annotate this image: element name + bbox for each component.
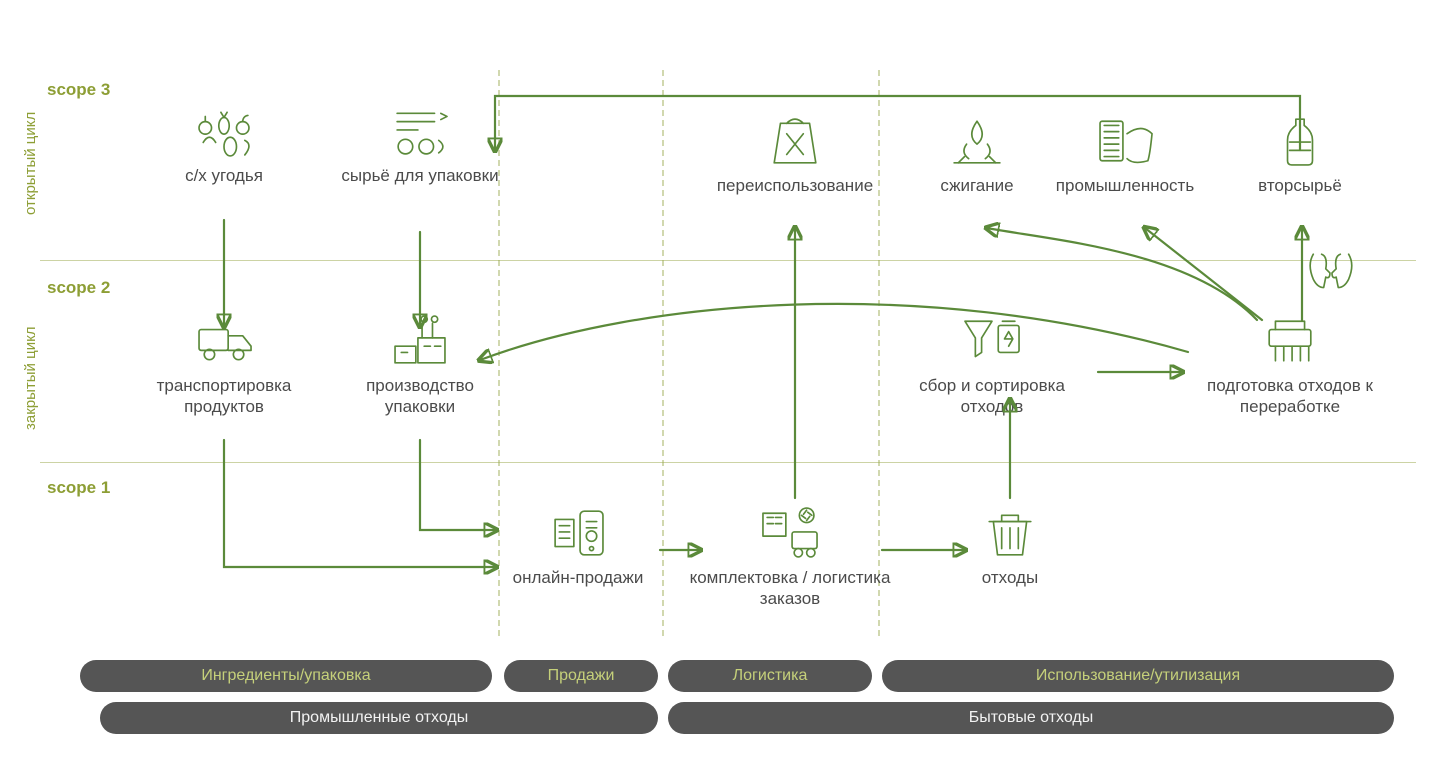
arrow-prep-down-to-burn-industry <box>987 228 1257 320</box>
node-recyclables: вторсырьё <box>1240 115 1360 196</box>
pill-logistics: Логистика <box>668 660 872 692</box>
pill-label: Использование/утилизация <box>1036 667 1240 685</box>
pill-label: Логистика <box>733 667 808 685</box>
pill-use: Использование/утилизация <box>882 660 1394 692</box>
node-raw_pack: сырьё для упаковки <box>340 105 500 186</box>
node-label: сбор и сортировка отходов <box>919 376 1065 416</box>
node-burn: сжигание <box>917 115 1037 196</box>
factory-icon <box>388 315 452 367</box>
scope1-label: scope 1 <box>47 478 110 498</box>
node-gloves <box>1300 248 1360 308</box>
vegetables-icon <box>192 105 256 157</box>
node-industry: промышленность <box>1040 115 1210 196</box>
bottle-icon <box>1268 115 1332 167</box>
pill-sales: Продажи <box>504 660 658 692</box>
side-label-open-cycle: открытый цикл <box>22 112 39 215</box>
gloves-icon <box>1300 248 1364 300</box>
arrow-production-to-online <box>420 440 496 530</box>
node-label: переиспользование <box>717 176 873 195</box>
arrow-transport-to-online-1 <box>224 440 496 567</box>
pill-label: Ингредиенты/упаковка <box>201 667 370 685</box>
node-label: онлайн-продажи <box>513 568 644 587</box>
pill-household: Бытовые отходы <box>668 702 1394 734</box>
phone-icon <box>546 507 610 559</box>
textile-icon <box>1093 115 1157 167</box>
node-label: производство упаковки <box>366 376 474 416</box>
divider-scope12 <box>40 462 1416 463</box>
truck-icon <box>192 315 256 367</box>
scope3-label: scope 3 <box>47 80 110 100</box>
node-label: комплектовка / логистика заказов <box>690 568 891 608</box>
pill-label: Промышленные отходы <box>290 709 468 727</box>
bin-icon <box>978 507 1042 559</box>
node-waste: отходы <box>955 507 1065 588</box>
node-label: подготовка отходов к переработке <box>1207 376 1373 416</box>
node-logistics: комплектовка / логистика заказов <box>680 507 900 610</box>
node-label: транспортировка продуктов <box>157 376 292 416</box>
side-label-closed-cycle: закрытый цикл <box>22 326 39 430</box>
bag-icon <box>763 115 827 167</box>
node-farmland: с/х угодья <box>154 105 294 186</box>
node-label: с/х угодья <box>185 166 263 185</box>
node-label: сжигание <box>940 176 1013 195</box>
pill-label: Бытовые отходы <box>969 709 1093 727</box>
node-prep: подготовка отходов к переработке <box>1175 315 1405 418</box>
node-production: производство упаковки <box>330 315 510 418</box>
node-reuse: переиспользование <box>695 115 895 196</box>
fire-icon <box>945 115 1009 167</box>
node-transport: транспортировка продуктов <box>129 315 319 418</box>
arrow-prep-to-industry <box>1145 228 1262 320</box>
node-label: промышленность <box>1056 176 1194 195</box>
rawmat-icon <box>388 105 452 157</box>
node-sorting: сбор и сортировка отходов <box>887 315 1097 418</box>
pill-ingredients: Ингредиенты/упаковка <box>80 660 492 692</box>
scope2-label: scope 2 <box>47 278 110 298</box>
pill-industrial: Промышленные отходы <box>100 702 658 734</box>
node-label: вторсырьё <box>1258 176 1342 195</box>
divider-scope23 <box>40 260 1416 261</box>
node-label: сырьё для упаковки <box>341 166 498 185</box>
boxes-icon <box>758 507 822 559</box>
funnel-icon <box>960 315 1024 367</box>
node-label: отходы <box>982 568 1038 587</box>
pill-label: Продажи <box>548 667 615 685</box>
shredder-icon <box>1258 315 1322 367</box>
node-online: онлайн-продажи <box>493 507 663 588</box>
